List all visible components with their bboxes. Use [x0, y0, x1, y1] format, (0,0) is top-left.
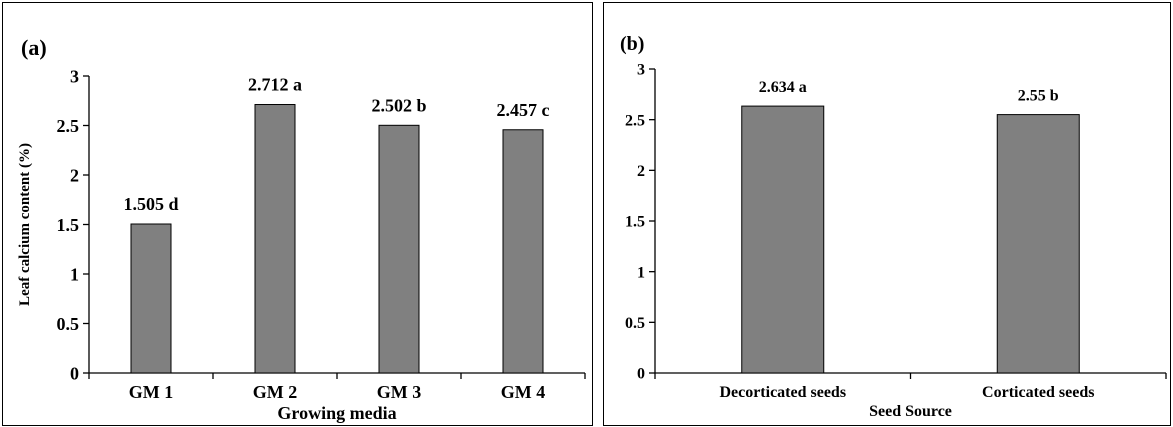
chart-a-y-tick-label: 2.5	[57, 116, 80, 136]
chart-a-category-label: GM 3	[377, 382, 422, 402]
chart-b-svg: (b) 0 0.5 1 1.5 2 2.5 3 2.634 a Decorticated seed…	[620, 33, 1167, 420]
chart-a-data-label: 2.712 a	[248, 75, 302, 95]
chart-a-data-label: 1.505 d	[123, 194, 178, 214]
chart-b-data-label: 2.634 a	[759, 79, 807, 96]
chart-a-svg: (a) 0 0.5 1 1.5 2 2.5 3 1.505 d GM 1 2.712 a GM 2 2.…	[17, 35, 586, 423]
chart-b-x-axis-title: Seed Source	[869, 403, 952, 420]
chart-a-y-tick-label: 1.5	[57, 215, 80, 235]
chart-a-y-tick-label: 0.5	[57, 314, 80, 334]
chart-b-panel-label: (b)	[620, 33, 644, 55]
chart-b-y-tick-label: 3	[637, 62, 645, 79]
chart-b-y-tick-label: 0	[637, 366, 645, 383]
chart-b-bar	[996, 114, 1080, 374]
chart-a-y-tick-label: 0	[70, 363, 79, 383]
chart-a-x-axis-title: Growing media	[277, 403, 396, 423]
chart-b-y-tick-label: 1	[637, 264, 645, 281]
chart-a-bar	[130, 223, 172, 374]
chart-b-data-label: 2.55 b	[1018, 88, 1059, 105]
chart-a-bar	[378, 124, 420, 374]
chart-a-data-label: 2.502 b	[371, 95, 426, 115]
chart-b-y-tick-label: 0.5	[625, 315, 645, 332]
chart-a-bar	[254, 104, 296, 374]
chart-panel-b: (b) 0 0.5 1 1.5 2 2.5 3 2.634 a Decorticated seed…	[603, 2, 1171, 426]
chart-a-category-label: GM 1	[129, 382, 174, 402]
chart-a-bar	[502, 129, 544, 374]
chart-a-panel-label: (a)	[21, 35, 47, 60]
chart-b-y-tick-label: 2	[637, 163, 645, 180]
chart-b-bar	[741, 105, 825, 374]
chart-a-data-label: 2.457 c	[497, 100, 550, 120]
chart-a-y-axis-title: Leaf calcium content (%)	[17, 143, 33, 306]
chart-b-y-tick-label: 2.5	[625, 112, 645, 129]
chart-b-y-tick-label: 1.5	[625, 214, 645, 231]
chart-b-category-label: Decorticated seeds	[719, 384, 846, 401]
chart-a-category-label: GM 2	[253, 382, 298, 402]
chart-panel-a: (a) 0 0.5 1 1.5 2 2.5 3 1.505 d GM 1 2.712 a GM 2 2.…	[2, 2, 593, 426]
chart-b-category-label: Corticated seeds	[982, 384, 1094, 401]
chart-a-y-tick-label: 1	[70, 264, 79, 284]
chart-a-category-label: GM 4	[501, 382, 546, 402]
chart-a-y-tick-label: 3	[70, 66, 79, 86]
chart-a-y-tick-label: 2	[70, 165, 79, 185]
